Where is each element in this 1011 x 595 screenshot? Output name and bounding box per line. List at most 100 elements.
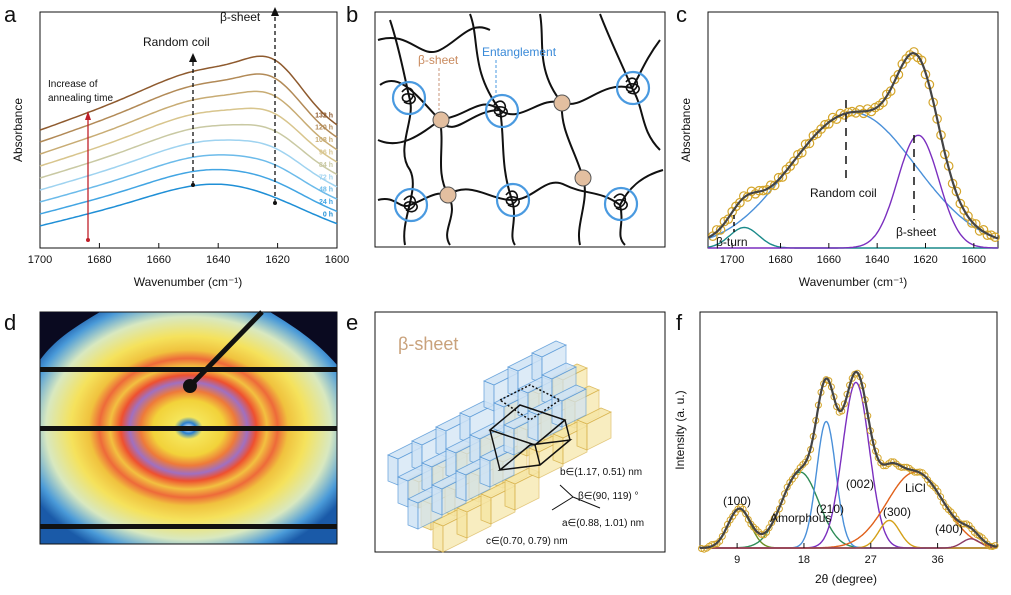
chart-a-legend-entry: 120 h [315, 125, 333, 132]
chart-c-frame [707, 11, 999, 249]
unit-cell [488, 384, 573, 472]
chart-a-legend-entry: 0 h [323, 212, 333, 219]
chart-c-tick-label: 1620 [913, 254, 937, 266]
chart-c-data-point [804, 138, 815, 149]
chart-c-xlabel: Wavenumber (cm⁻¹) [799, 275, 908, 289]
chart-c-data-point [820, 119, 830, 130]
beta-sheet-dot [273, 201, 277, 205]
chart-f-ylabel: Intensity (a. u.) [673, 390, 687, 469]
chart-c-data-point [800, 139, 811, 149]
chart-f-data-point [711, 540, 718, 548]
chart-c-beta-sheet-label: β-sheet [896, 225, 937, 239]
chart-c-component-curve [708, 134, 998, 249]
chart-a-series-line [39, 168, 338, 215]
chart-c-tick-label: 1660 [817, 254, 841, 266]
chart-a-legend: 0 h 24 h 48 h 72 h 84 h 96 h 108 h 120 h 132 h [315, 112, 333, 218]
entanglement-knots [401, 77, 640, 213]
chart-c-fit-curve [707, 51, 999, 240]
chart-a-legend-entry: 132 h [315, 112, 333, 119]
panel-label-a: a [4, 2, 17, 27]
chart-c: 1700 1680 1660 1640 1620 1600 Wavenumber (cm⁻… [679, 11, 1000, 289]
chart-f: 9 18 27 36 (100) Amorphous(210)(002) (300) LiC… [673, 311, 999, 586]
chart-c-data-point [990, 232, 1000, 242]
chart-f-fit-curve [700, 370, 997, 549]
chart-f-peak-labels: (100) Amorphous(210)(002) (300) LiCl (400) [723, 477, 963, 536]
xrd-bar-3 [40, 524, 337, 529]
chart-a-tick-label: 1660 [147, 254, 171, 266]
chart-a-beta-sheet-label: β-sheet [220, 10, 261, 24]
chart-a-series-line [39, 139, 338, 191]
chart-c-data-point [711, 225, 722, 235]
chart-a: 1700 1680 1660 1640 1620 1600 Wavenumber (cm⁻… [11, 7, 349, 289]
panel-b-beta-sheet-label: β-sheet [418, 53, 459, 67]
beam-stop [183, 379, 197, 393]
chart-f-tick-label: 36 [931, 554, 943, 566]
beam-stop-arm [188, 310, 264, 388]
panel-e-title: β-sheet [398, 334, 458, 354]
increase-arrow-head [85, 111, 91, 120]
chart-a-tick-label: 1700 [28, 254, 52, 266]
chart-a-series-line [39, 90, 338, 155]
chart-c-tick-label: 1640 [865, 254, 889, 266]
chart-f-xlabel: 2θ (degree) [815, 572, 877, 586]
axis-arrows [551, 484, 601, 511]
increase-label-1: Increase of [48, 79, 98, 90]
chart-c-component-curve [707, 226, 998, 249]
chart-a-random-coil-label: Random coil [143, 35, 210, 49]
chart-a-legend-entry: 72 h [319, 174, 333, 181]
panel-label-e: e [346, 310, 358, 335]
panel-label-c: c [676, 2, 687, 27]
chart-f-tick-label: 9 [734, 554, 740, 566]
chart-c-data-point [723, 214, 734, 224]
chart-a-legend-entry: 84 h [319, 162, 333, 169]
chart-f-data-point [937, 493, 945, 501]
chart-c-data-point [967, 218, 977, 228]
chart-a-tick-label: 1620 [265, 254, 289, 266]
chart-a-tick-label: 1600 [325, 254, 349, 266]
chart-a-legend-entry: 24 h [319, 199, 333, 206]
chart-c-random-coil-label: Random coil [810, 186, 877, 200]
chart-f-peak-label: (400) [935, 522, 963, 536]
beta-sheet-arrow [271, 7, 279, 16]
increase-label-2: annealing time [48, 93, 113, 104]
chart-f-peak-label: (300) [883, 505, 911, 519]
chart-a-series-line [39, 183, 338, 227]
xrd-bar-1 [40, 367, 337, 372]
panel-label-b: b [346, 2, 358, 27]
chart-f-tick-label: 27 [865, 554, 877, 566]
chart-a-series-line [39, 123, 338, 179]
chart-c-tick-label: 1700 [720, 254, 744, 266]
chart-c-data-point [878, 97, 888, 108]
entanglement-circles [391, 70, 651, 223]
chart-a-ylabel: Absorbance [11, 98, 25, 162]
chart-a-series [39, 55, 338, 227]
chart-a-legend-entry: 48 h [319, 187, 333, 194]
chart-a-series-line [39, 154, 338, 203]
chart-a-legend-entry: 96 h [319, 150, 333, 157]
chart-c-data-point [769, 180, 780, 191]
chart-c-data-point [715, 225, 726, 235]
a-range-label: a∈(0.88, 1.01) nm [562, 518, 644, 529]
chart-a-series-line [39, 55, 338, 131]
chart-a-series-line [39, 73, 338, 143]
chart-a-tick-label: 1680 [87, 254, 111, 266]
chart-f-peak-label: (002) [846, 477, 874, 491]
chart-f-data-point [742, 510, 750, 518]
chart-c-tick-label: 1600 [962, 254, 986, 266]
chart-c-tick-label: 1680 [768, 254, 792, 266]
xrd-bar-2 [40, 426, 337, 431]
xrd-pattern [39, 310, 338, 545]
chart-c-data-point [773, 172, 784, 183]
random-coil-dot [191, 183, 195, 187]
crystal-blocks [387, 340, 612, 553]
chart-c-ylabel: Absorbance [679, 98, 693, 162]
beta-sheet-crystal: β-sheet b∈(1.17, 0.51) nm β∈(90, 119) ° … [374, 311, 666, 553]
chart-f-peak-label: Amorphous [770, 511, 831, 525]
chart-a-xlabel: Wavenumber (cm⁻¹) [134, 275, 243, 289]
chart-c-data-point [777, 172, 788, 182]
chart-a-legend-entry: 108 h [315, 137, 333, 144]
chart-f-xticks: 9 18 27 36 [734, 543, 944, 566]
chart-c-series [707, 47, 1000, 249]
panel-label-d: d [4, 310, 16, 335]
